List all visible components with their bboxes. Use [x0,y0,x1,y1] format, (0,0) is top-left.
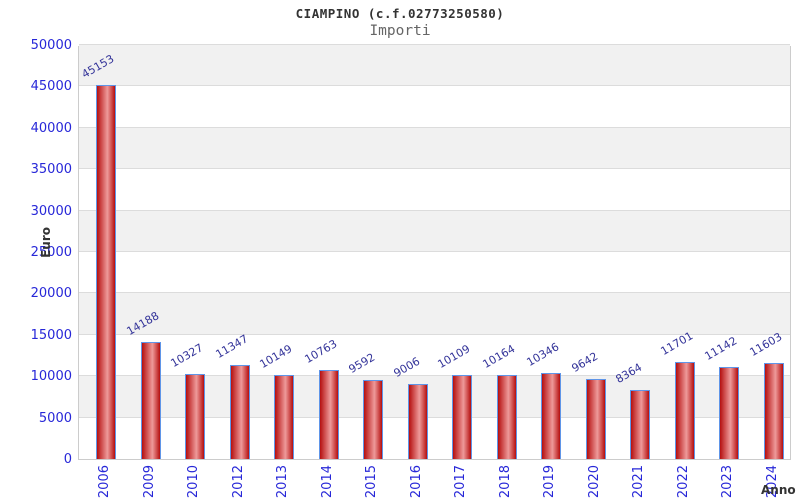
gridline [79,251,790,252]
y-axis-title: Euro [39,227,53,258]
x-tick-label: 2014 [319,465,335,499]
grid-band [79,169,790,211]
x-tick-label: 2010 [186,465,201,499]
bar [96,85,116,459]
x-axis-title: Anno [761,483,796,497]
gridline [79,333,790,335]
grid-band [79,210,790,252]
plot-area: 45153 14188 10327 11347 10149 10763 9592 9006 10… [78,44,791,460]
x-tick-label: 2006 [97,465,112,499]
bar [229,365,250,459]
x-tick-label: 2022 [675,465,691,499]
x-tick-label: 2013 [275,465,290,499]
x-tick-label: 2016 [408,465,424,499]
bar [363,379,383,459]
chart-title: CIAMPINO (c.f.02773250580) [295,6,505,21]
y-tick-label: 35000 [30,162,72,178]
x-tick-label: 2017 [453,465,468,499]
gridline [79,44,790,45]
grid-band [79,252,790,294]
y-tick-label: 25000 [30,245,72,260]
gridline [79,292,790,294]
grid-band [79,334,790,377]
gridline [79,168,790,170]
bar [719,366,739,459]
gridline [79,416,790,418]
bar [674,362,695,459]
grid-band [79,86,790,128]
bar [140,341,161,459]
grid-band [79,293,790,335]
x-tick-label: 2012 [230,465,246,499]
gridline [79,209,790,211]
y-tick-label: 15000 [30,327,72,343]
chart-subtitle: Importi [369,23,431,39]
y-tick-label: 20000 [30,286,72,302]
grid-band [79,127,790,170]
bar [763,362,784,459]
gridline [79,85,790,87]
bar [407,384,428,459]
bar [630,389,650,459]
y-tick-label: 45000 [30,79,72,95]
bar [496,374,517,459]
x-tick-label: 2019 [542,465,557,499]
y-tick-label: 10000 [30,369,72,385]
bar [541,373,561,459]
x-tick-label: 2015 [364,465,379,499]
bar [585,379,606,459]
gridline [79,126,790,128]
y-tick-label: 0 [63,452,72,467]
x-tick-label: 2023 [720,465,735,499]
y-tick-label: 50000 [30,38,72,53]
x-tick-label: 2018 [497,465,513,499]
bar [185,373,205,459]
grid-band [79,45,790,87]
y-tick-label: 30000 [30,203,72,219]
y-tick-label: 40000 [30,120,72,136]
x-tick-label: 2020 [586,465,602,499]
bar [318,369,339,459]
y-tick-label: 5000 [38,410,72,426]
bar [452,375,472,459]
gridline [79,375,790,377]
bar [274,374,294,459]
x-tick-label: 2009 [141,465,157,499]
x-tick-label: 2021 [631,465,646,499]
